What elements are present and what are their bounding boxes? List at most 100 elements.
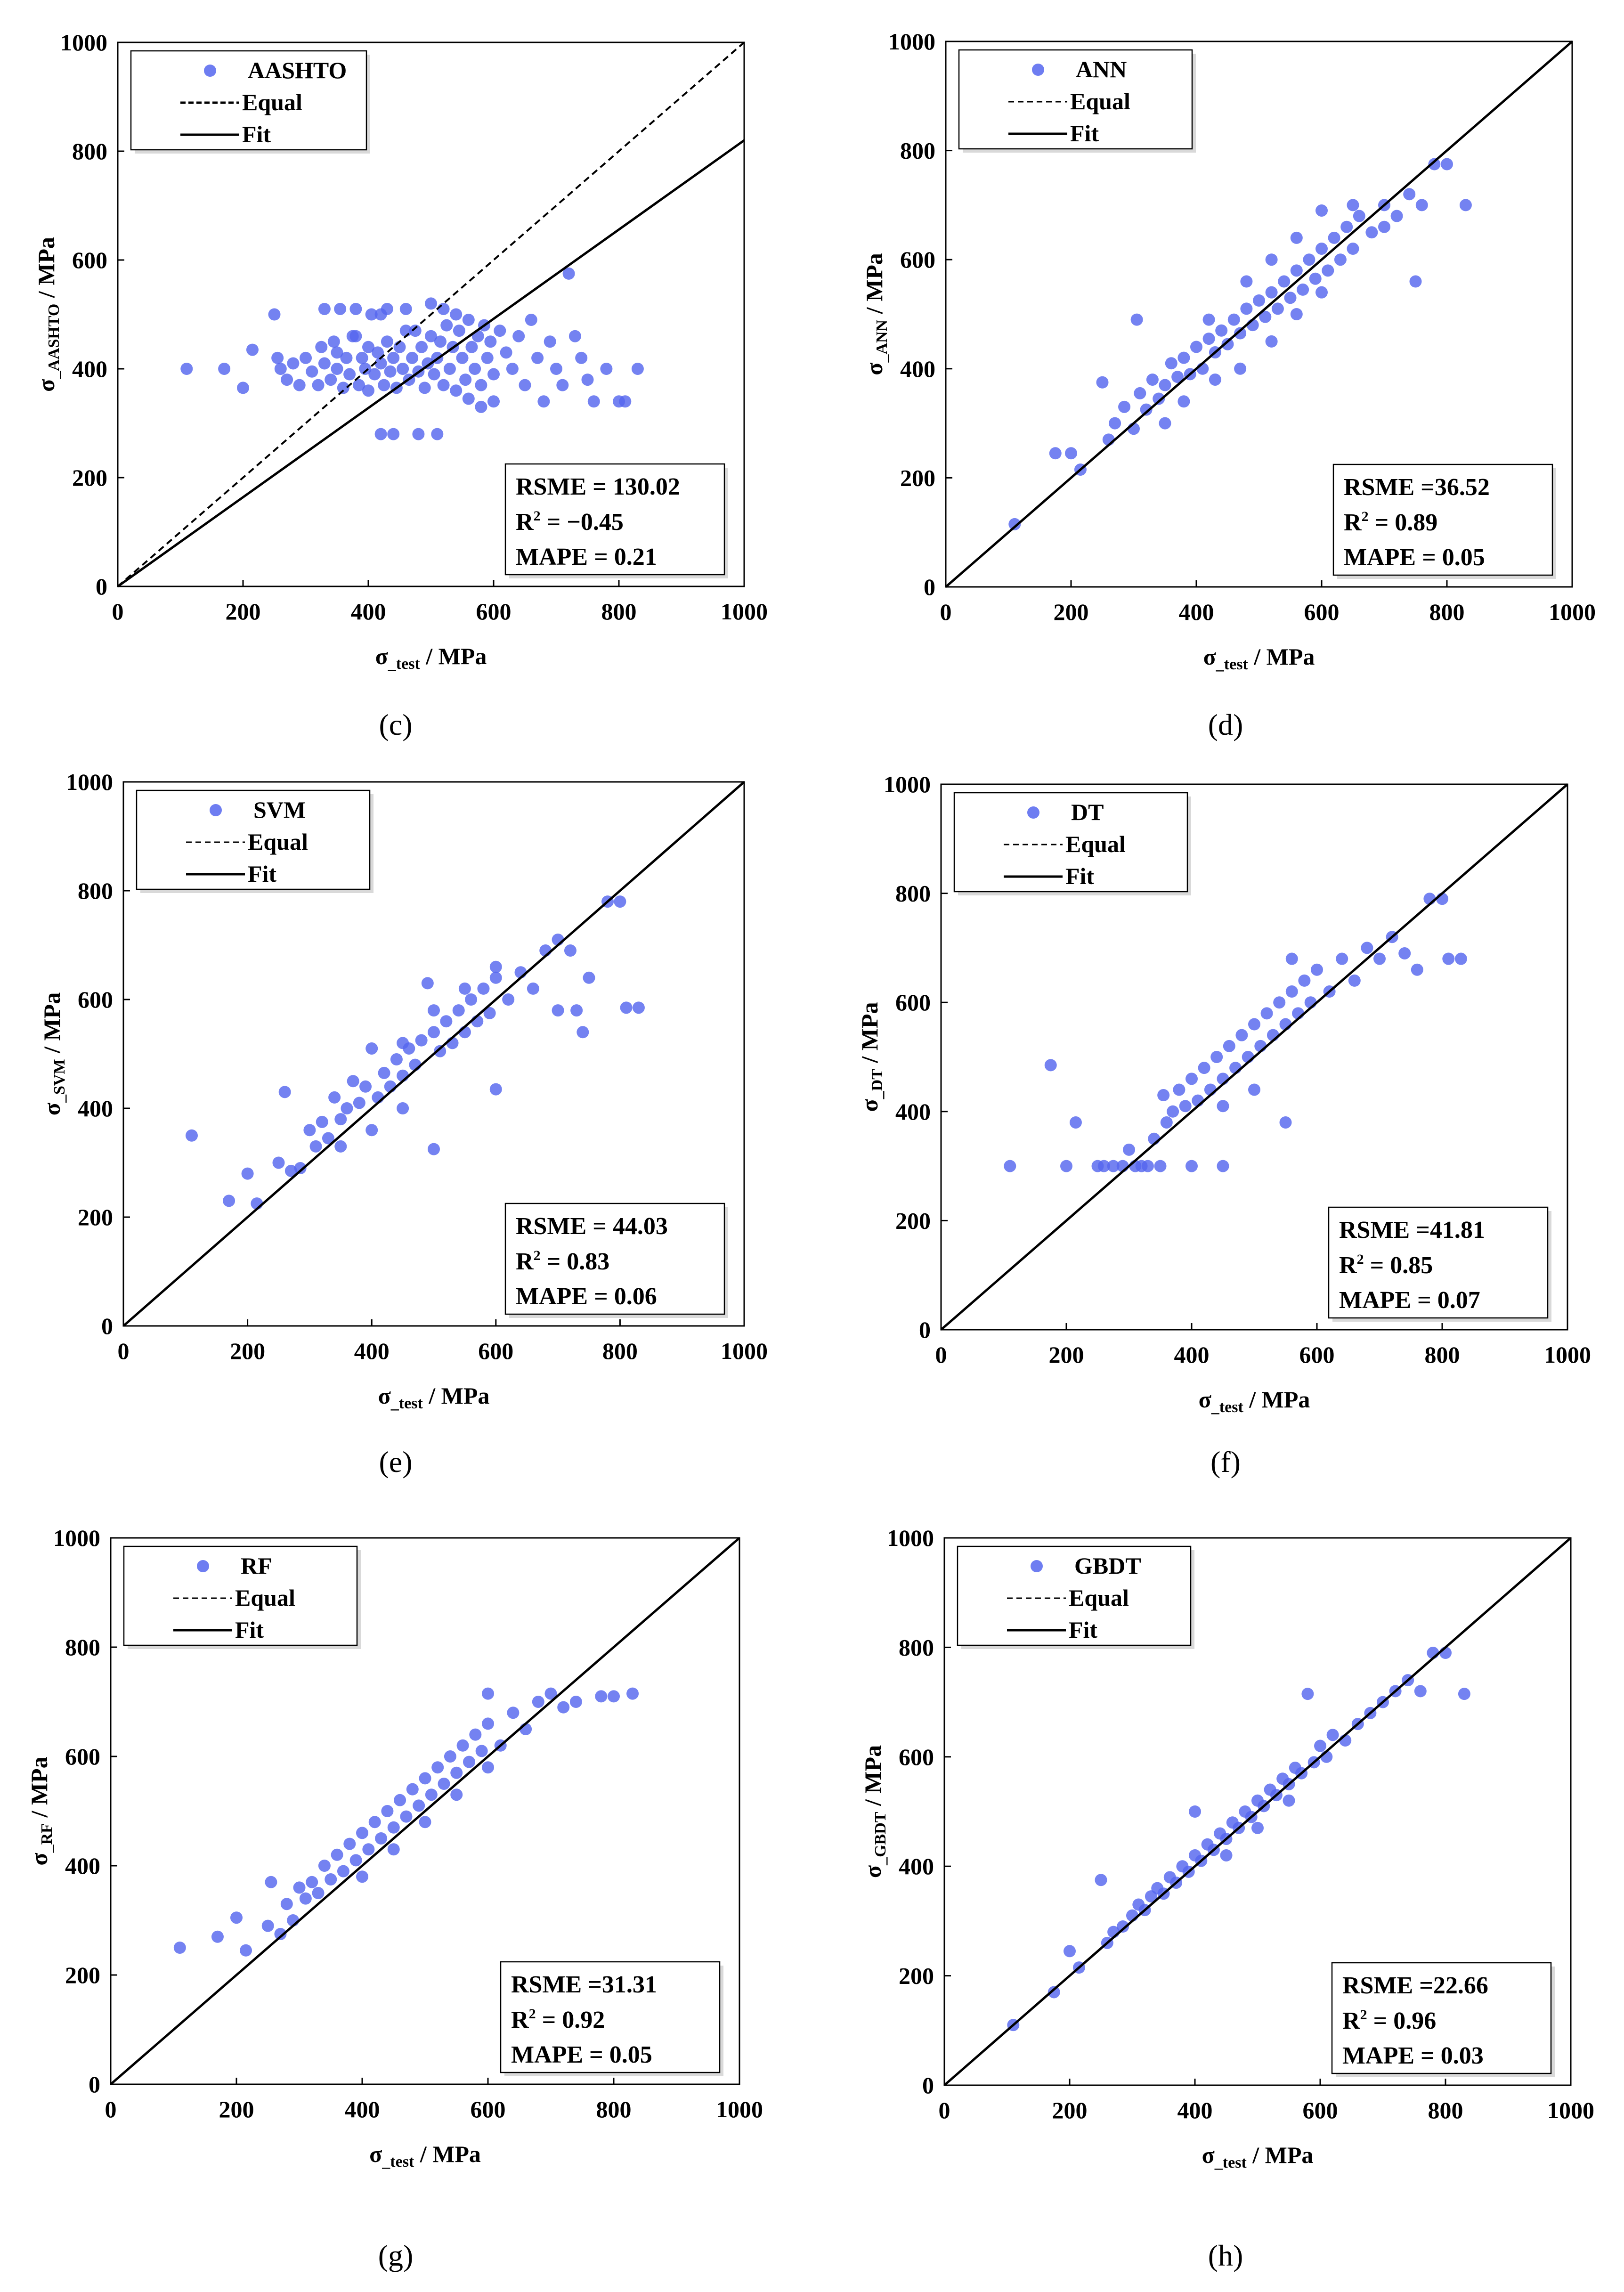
data-point xyxy=(173,1942,186,1954)
data-point xyxy=(293,1881,306,1894)
data-point xyxy=(406,351,419,364)
y-tick-label: 800 xyxy=(899,1634,934,1660)
x-tick-label: 400 xyxy=(345,2096,380,2122)
data-point xyxy=(459,374,472,386)
data-point xyxy=(1378,220,1390,233)
data-point xyxy=(1403,188,1416,201)
data-point xyxy=(570,1004,583,1017)
legend-marker xyxy=(1031,1560,1043,1572)
data-point xyxy=(359,1080,372,1093)
y-tick-label: 200 xyxy=(78,1204,113,1230)
x-axis-label: σ_test / MPa xyxy=(1199,1386,1310,1416)
x-tick-label: 1000 xyxy=(1547,2097,1594,2123)
r2-value: R2 = −0.45 xyxy=(516,508,624,536)
y-tick-label: 600 xyxy=(899,1744,934,1770)
data-point xyxy=(281,374,293,386)
data-point xyxy=(1454,952,1467,965)
x-tick-label: 1000 xyxy=(721,598,768,625)
data-point xyxy=(394,1794,406,1806)
data-point xyxy=(374,357,387,370)
data-point xyxy=(1130,313,1143,326)
data-point xyxy=(421,977,434,990)
r2-value: R2 = 0.83 xyxy=(516,1248,609,1275)
plot-frame xyxy=(943,1537,1572,2086)
data-point xyxy=(349,330,362,342)
data-point xyxy=(237,382,249,394)
data-point xyxy=(1049,447,1062,460)
data-point xyxy=(1171,371,1184,383)
plot-frame xyxy=(940,783,1568,1331)
y-tick-label: 0 xyxy=(924,574,935,600)
data-point xyxy=(271,351,284,364)
data-point xyxy=(1008,518,1021,530)
data-point xyxy=(1326,1729,1339,1741)
data-point xyxy=(1361,942,1373,954)
x-tick-label: 200 xyxy=(1054,599,1089,625)
data-point xyxy=(494,325,506,337)
data-point xyxy=(1223,1040,1235,1052)
data-point xyxy=(1283,1794,1295,1807)
data-point xyxy=(1290,231,1303,244)
data-point xyxy=(1265,253,1278,266)
data-point xyxy=(519,379,531,391)
x-tick-label: 200 xyxy=(1052,2097,1088,2123)
data-point xyxy=(489,1083,502,1096)
mape-value: MAPE = 0.03 xyxy=(1342,2042,1484,2069)
data-point xyxy=(1159,379,1171,391)
data-point xyxy=(306,365,318,378)
x-tick-label: 0 xyxy=(112,598,124,625)
scatter-panel-3: 0 200 400 600 800 1000 0 200 400 600 800 1000 SVM Equ… xyxy=(39,769,768,1479)
data-point xyxy=(1409,275,1422,288)
data-point xyxy=(362,384,374,397)
data-point xyxy=(1279,1116,1292,1129)
data-point xyxy=(381,1805,394,1817)
r2-value: R2 = 0.85 xyxy=(1339,1252,1433,1279)
data-point xyxy=(419,1772,431,1785)
data-point xyxy=(1273,996,1286,1009)
data-point xyxy=(537,395,550,408)
data-point xyxy=(1107,1160,1120,1172)
data-point xyxy=(1173,1083,1186,1096)
data-point xyxy=(440,319,453,332)
y-tick-label: 0 xyxy=(919,1317,931,1343)
data-point xyxy=(1186,1073,1198,1085)
data-point xyxy=(1060,1160,1072,1172)
fit-line xyxy=(110,1537,740,2085)
data-point xyxy=(1140,403,1153,416)
data-points xyxy=(1004,893,1467,1172)
legend-equal-label: Equal xyxy=(1070,88,1130,114)
data-point xyxy=(1069,1116,1082,1129)
panel-caption: (d) xyxy=(1208,708,1243,741)
y-tick-label: 600 xyxy=(72,247,107,273)
data-point xyxy=(387,1843,400,1856)
data-point xyxy=(399,302,412,315)
data-point xyxy=(406,1783,419,1796)
data-point xyxy=(328,1091,341,1104)
data-point xyxy=(415,1034,428,1047)
data-point xyxy=(1297,283,1309,296)
data-point xyxy=(1315,204,1328,217)
data-point xyxy=(1160,1116,1173,1129)
x-axis-label: σ_test / MPa xyxy=(375,643,487,673)
data-point xyxy=(349,302,362,315)
data-point xyxy=(1303,253,1315,266)
data-point xyxy=(1165,357,1177,370)
fit-line xyxy=(945,41,1573,588)
stats-box-frame xyxy=(1328,1206,1549,1319)
y-tick-label: 1000 xyxy=(887,1525,934,1551)
mape-value: MAPE = 0.21 xyxy=(516,544,657,570)
y-tick-label: 400 xyxy=(895,1098,931,1125)
y-tick-label: 400 xyxy=(78,1095,113,1122)
data-point xyxy=(456,1739,469,1752)
legend-fit-label: Fit xyxy=(1070,120,1099,146)
data-point xyxy=(1154,1160,1167,1172)
data-point xyxy=(325,1873,337,1886)
data-point xyxy=(230,1911,243,1924)
data-point xyxy=(1134,387,1146,399)
y-tick-label: 200 xyxy=(895,1207,931,1234)
data-point xyxy=(532,1696,544,1708)
y-tick-label: 400 xyxy=(900,356,935,382)
data-point xyxy=(487,395,500,408)
data-point xyxy=(619,395,632,408)
y-tick-label: 800 xyxy=(900,138,935,164)
